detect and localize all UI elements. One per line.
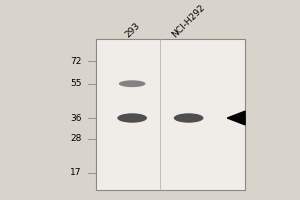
Text: 28: 28 xyxy=(70,134,82,143)
Ellipse shape xyxy=(117,113,147,123)
Text: 17: 17 xyxy=(70,168,82,177)
Ellipse shape xyxy=(119,80,146,87)
Ellipse shape xyxy=(174,113,203,123)
Text: 293: 293 xyxy=(123,21,141,39)
FancyBboxPatch shape xyxy=(97,39,245,190)
Text: 55: 55 xyxy=(70,79,82,88)
Text: NCI-H292: NCI-H292 xyxy=(170,3,207,39)
Polygon shape xyxy=(227,111,245,125)
Text: 36: 36 xyxy=(70,114,82,123)
Text: 72: 72 xyxy=(70,57,82,66)
